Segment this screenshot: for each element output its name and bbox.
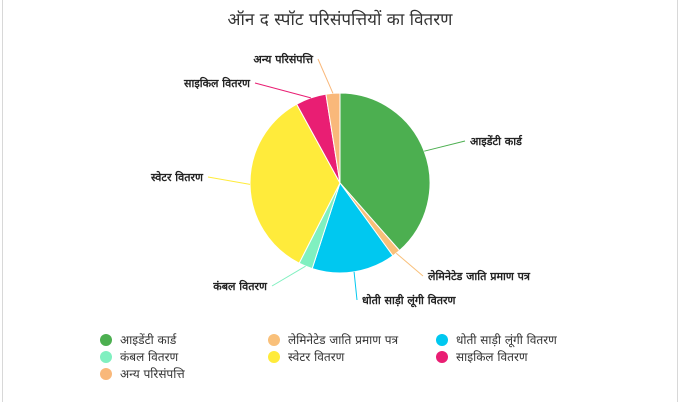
- legend-item[interactable]: कंबल वितरण: [100, 349, 268, 364]
- right-border: [677, 0, 678, 402]
- leader-line: [254, 82, 311, 99]
- legend-item[interactable]: स्वेटर वितरण: [268, 349, 436, 364]
- legend: आइडेंटी कार्ड लेमिनेटेड जाति प्रमाण पत्र ध…: [100, 332, 620, 381]
- slice-label: लेमिनेटेड जाति प्रमाण पत्र: [427, 269, 531, 283]
- slice-label: अन्य परिसंपत्ति: [253, 52, 313, 66]
- pie-slice[interactable]: [339, 92, 431, 252]
- legend-label: धोती साड़ी लूंगी वितरण: [456, 333, 557, 347]
- slice-label: धोती साड़ी लूंगी वितरण: [362, 293, 456, 308]
- pie-slice[interactable]: [249, 103, 341, 264]
- legend-swatch: [436, 350, 448, 363]
- legend-item[interactable]: आइडेंटी कार्ड: [100, 332, 268, 347]
- legend-swatch: [100, 333, 112, 346]
- slice-label: साइकिल वितरण: [183, 76, 251, 90]
- leader-line: [207, 176, 251, 185]
- legend-label: कंबल वितरण: [120, 350, 179, 364]
- legend-swatch: [268, 333, 280, 346]
- legend-swatch: [100, 350, 112, 363]
- slice-label: कंबल वितरण: [212, 279, 268, 293]
- legend-label: लेमिनेटेड जाति प्रमाण पत्र: [288, 333, 399, 347]
- chart-title: ऑन द स्पॉट परिसंपत्तियों का वितरण: [227, 10, 453, 30]
- slice-label: आइडेंटी कार्ड: [470, 134, 523, 148]
- legend-swatch: [268, 350, 280, 363]
- pie-chart: आइडेंटी कार्ड लेमिनेटेड जाति प्रमाण पत्र ध…: [150, 52, 531, 308]
- leader-line: [353, 271, 358, 301]
- legend-swatch: [436, 333, 448, 346]
- leader-line: [317, 58, 334, 94]
- legend-label: साइकिल वितरण: [456, 350, 528, 364]
- legend-item[interactable]: लेमिनेटेड जाति प्रमाण पत्र: [268, 332, 436, 347]
- pie-slice[interactable]: [311, 181, 394, 274]
- legend-item[interactable]: धोती साड़ी लूंगी वितरण: [436, 332, 620, 347]
- slice-label: स्वेटर वितरण: [150, 170, 204, 184]
- legend-item[interactable]: साइकिल वितरण: [436, 349, 620, 364]
- legend-label: आइडेंटी कार्ड: [120, 333, 177, 347]
- legend-label: स्वेटर वितरण: [288, 350, 345, 364]
- leader-line: [395, 252, 424, 277]
- leader-line: [271, 265, 306, 287]
- legend-label: अन्य परिसंपत्ति: [120, 367, 185, 381]
- left-border: [2, 0, 3, 402]
- legend-item[interactable]: अन्य परिसंपत्ति: [100, 366, 268, 381]
- legend-swatch: [100, 367, 112, 380]
- leader-line: [424, 140, 466, 152]
